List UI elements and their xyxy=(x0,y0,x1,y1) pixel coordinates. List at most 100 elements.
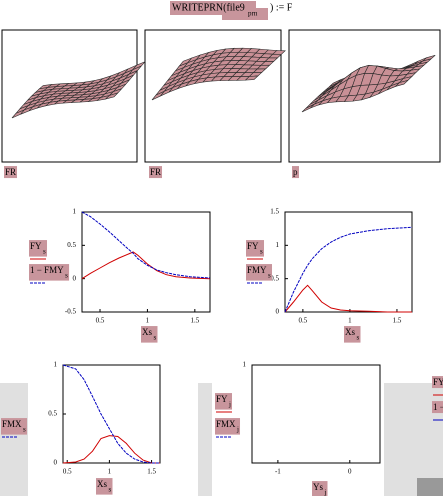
series-line xyxy=(81,211,211,279)
highlight xyxy=(1,418,28,435)
legend-label-text: FMX xyxy=(2,419,22,429)
formula-sub: prn xyxy=(248,10,258,18)
highlight xyxy=(29,240,48,257)
legend-label: 1 − xyxy=(432,401,443,414)
x-axis-label: Xss xyxy=(344,326,361,343)
y-tick-label: 0.5 xyxy=(48,410,57,418)
y-tick-label: 0 xyxy=(276,308,280,316)
legend-label-text: FY xyxy=(433,377,443,387)
legend-label-text: FMX xyxy=(216,419,236,429)
x-tick-label: 1.5 xyxy=(147,468,156,476)
series-line xyxy=(284,226,413,313)
x-axis-label-text: Xs xyxy=(142,327,152,337)
formula-left: WRITEPRN(file9 xyxy=(172,2,245,13)
y-tick-label: 1 xyxy=(73,208,77,216)
highlight xyxy=(222,8,268,20)
legend-label-text: FY xyxy=(247,241,259,251)
x-axis-label-index: s xyxy=(153,334,156,342)
legend-label-text: FMY xyxy=(247,265,267,275)
x-tick-label: 0.5 xyxy=(63,468,72,476)
legend-label-index: j xyxy=(236,426,239,434)
x-axis-label-index: s xyxy=(356,334,359,342)
x-tick-label: 1 xyxy=(348,317,352,325)
legend-label: FY xyxy=(432,376,443,389)
y-tick-label: -0.5 xyxy=(65,308,77,316)
highlight xyxy=(96,478,113,495)
x-tick-label: 1.5 xyxy=(393,317,402,325)
series-line xyxy=(62,364,160,464)
y-tick-label: 0.5 xyxy=(67,241,76,249)
surface-label-text: FR xyxy=(5,167,16,177)
y-tick-label: 0 xyxy=(73,274,77,282)
legend-label-text: 1 − xyxy=(433,402,443,412)
highlight xyxy=(4,166,18,179)
highlight xyxy=(246,240,265,257)
x-tick-label: 0.5 xyxy=(96,317,105,325)
legend-label-text: FY xyxy=(216,394,228,404)
x-axis-label-text: Xs xyxy=(97,479,107,489)
x-axis-label-index: s xyxy=(108,486,111,494)
formula[interactable]: WRITEPRN(file9 prn ) := F xyxy=(170,1,293,20)
legend-label-index: s xyxy=(65,272,68,280)
y-tick-label: 0 xyxy=(54,459,58,467)
highlight xyxy=(292,166,299,179)
highlight xyxy=(149,166,163,179)
series-line xyxy=(284,284,412,313)
highlight xyxy=(312,481,328,496)
legend-label: FYs xyxy=(29,240,48,257)
y-tick-label: 1.5 xyxy=(270,208,279,216)
surface-cell xyxy=(105,92,119,100)
x-tick-label: 1.5 xyxy=(190,317,199,325)
highlight xyxy=(215,393,233,410)
corner xyxy=(417,478,443,496)
surface-cell xyxy=(244,75,259,81)
surface-cell xyxy=(395,80,409,87)
highlight xyxy=(29,264,70,281)
plot-frame xyxy=(62,364,161,464)
x-axis-label: Xss xyxy=(96,478,113,495)
legend-label-index: s xyxy=(268,272,271,280)
plot-frame xyxy=(284,211,413,313)
legend-label-index: s xyxy=(43,248,46,256)
x-tick-label: 1 xyxy=(108,468,112,476)
x-tick-label: 0.5 xyxy=(298,317,307,325)
x-axis-label-text: Xs xyxy=(345,327,355,337)
highlight xyxy=(344,326,361,343)
highlight xyxy=(141,326,158,343)
legend-label-text: 1 − FMY xyxy=(30,265,64,275)
x-axis-label: Ysj xyxy=(312,481,328,496)
x-axis-label: Xss xyxy=(141,326,158,343)
highlight xyxy=(432,401,443,414)
x-tick-label: 0 xyxy=(348,468,352,476)
formula-right: ) := F xyxy=(270,2,293,13)
y-tick-label: 1 xyxy=(276,241,280,249)
x-tick-label: -1 xyxy=(275,468,281,476)
y-tick-label: 0.5 xyxy=(270,274,279,282)
legend-label: FYj xyxy=(215,393,233,410)
x-tick-label: 1 xyxy=(146,317,150,325)
legend-label-index: j xyxy=(228,401,231,409)
highlight xyxy=(432,376,443,389)
y-tick-label: 1 xyxy=(243,361,247,369)
x-axis-label-text: Ys xyxy=(313,482,323,492)
highlight xyxy=(246,264,273,281)
plot-frame xyxy=(81,211,211,313)
surface-label: p xyxy=(292,166,299,179)
surface-label: FR xyxy=(4,166,18,179)
surface-label: FR xyxy=(149,166,163,179)
surface-label-text: p xyxy=(293,167,298,177)
y-tick-label: 1 xyxy=(54,361,58,369)
series-line xyxy=(81,251,211,280)
legend-label-index: s xyxy=(260,248,263,256)
x-axis-label-index: j xyxy=(323,489,326,496)
legend-label-index: s xyxy=(23,426,26,434)
highlight xyxy=(215,418,241,435)
surface-label-text: FR xyxy=(150,167,161,177)
plot-frame xyxy=(251,364,381,464)
